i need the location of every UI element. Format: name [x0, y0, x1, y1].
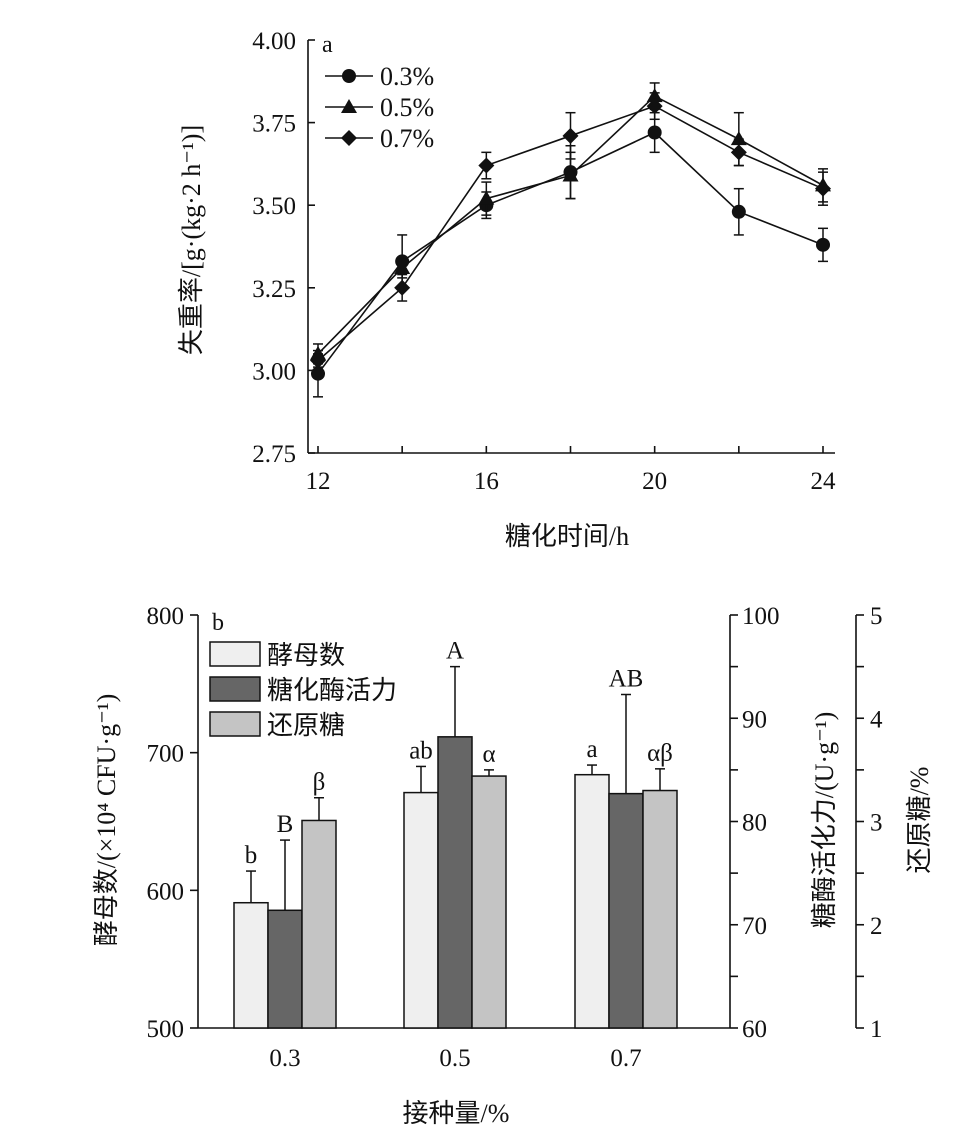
right2-tick-label: 3 — [870, 810, 883, 837]
right-tick-label: 90 — [742, 706, 767, 733]
chart-b-x-axis-label: 接种量/% — [403, 1099, 510, 1128]
chart-b-panel-label: b — [212, 610, 224, 636]
right-tick-label: 100 — [742, 603, 780, 630]
right-tick-label: 70 — [742, 913, 767, 940]
chart-b-right2-axis-label: 还原糖/% — [905, 767, 934, 874]
legend-swatch — [209, 711, 261, 737]
x-tick-label: 20 — [642, 468, 667, 495]
data-point — [730, 131, 747, 146]
legend-label: 0.7% — [380, 124, 434, 153]
y-tick-label: 2.75 — [252, 441, 296, 468]
legend-label: 0.5% — [380, 93, 434, 122]
legend-label: 糖化酶活力 — [267, 676, 397, 705]
bar-糖化酶活力-0.3 — [267, 909, 303, 1029]
x-tick-label: 24 — [811, 468, 837, 495]
chart-b-right-axis-label: 糖酶活化力/(U·g⁻¹) — [810, 712, 839, 929]
right2-tick-label: 1 — [870, 1016, 883, 1043]
significance-letter: b — [245, 842, 258, 869]
right2-tick-label: 5 — [870, 603, 883, 630]
data-point — [730, 144, 747, 161]
x-tick-label: 16 — [474, 468, 499, 495]
y-tick-label: 3.25 — [252, 276, 296, 303]
significance-letter: ab — [409, 737, 433, 764]
legend-label: 还原糖 — [267, 711, 345, 740]
bar-还原糖-0.3 — [301, 819, 337, 1029]
chart-a-x-axis-label: 糖化时间/h — [505, 522, 629, 551]
x-tick-label: 0.3 — [269, 1045, 300, 1072]
data-point — [731, 204, 746, 219]
bar-糖化酶活力-0.7 — [608, 792, 644, 1029]
significance-letter: AB — [609, 666, 644, 693]
legend-swatch — [209, 641, 261, 667]
significance-letter: a — [586, 736, 597, 763]
bar-酵母数-0.5 — [403, 791, 439, 1029]
data-point — [311, 366, 325, 381]
legend-swatch — [209, 676, 261, 702]
legend-marker — [341, 130, 357, 146]
legend-marker — [341, 99, 357, 113]
y-tick-label: 3.75 — [252, 111, 296, 138]
left-tick-label: 700 — [147, 741, 185, 768]
right2-tick-label: 2 — [870, 913, 883, 940]
data-point — [478, 157, 495, 174]
x-tick-label: 0.7 — [610, 1045, 641, 1072]
chart-a-y-axis-label: 失重率/[g·(kg·2 h⁻¹)] — [177, 125, 206, 355]
right2-tick-label: 4 — [870, 706, 883, 733]
data-point — [646, 98, 663, 115]
data-point — [815, 180, 831, 197]
y-tick-label: 3.50 — [252, 193, 296, 220]
data-point — [478, 190, 495, 205]
bar-酵母数-0.3 — [233, 901, 269, 1029]
legend-label: 酵母数 — [267, 641, 345, 670]
x-tick-label: 12 — [306, 468, 331, 495]
chart-a-panel-label: a — [322, 32, 333, 58]
right-tick-label: 60 — [742, 1016, 767, 1043]
legend-marker — [342, 69, 356, 83]
data-point — [310, 352, 326, 369]
data-point — [816, 237, 830, 252]
chart-a: 2.75 3.00 3.25 3.50 3.75 4.00 12 16 20 24 0.3%0.5%… — [252, 28, 836, 495]
significance-letter: A — [446, 638, 464, 665]
data-point — [394, 259, 411, 274]
right-tick-label: 80 — [742, 810, 767, 837]
significance-letter: αβ — [647, 740, 673, 767]
y-tick-label: 3.00 — [252, 358, 296, 385]
data-point — [562, 127, 579, 144]
x-tick-label: 0.5 — [439, 1045, 470, 1072]
legend-label: 0.3% — [380, 62, 434, 91]
significance-letter: β — [313, 769, 326, 796]
data-point — [394, 279, 411, 296]
chart-b-left-axis-label: 酵母数/(×10⁴ CFU·g⁻¹) — [92, 694, 121, 947]
left-tick-label: 600 — [147, 878, 185, 905]
bar-糖化酶活力-0.5 — [437, 736, 473, 1029]
left-tick-label: 500 — [147, 1016, 185, 1043]
significance-letter: α — [482, 741, 495, 768]
bar-还原糖-0.7 — [642, 789, 678, 1029]
bar-酵母数-0.7 — [574, 773, 610, 1029]
y-tick-label: 4.00 — [252, 28, 296, 55]
data-point — [562, 167, 579, 182]
bar-还原糖-0.5 — [471, 775, 507, 1029]
left-tick-label: 800 — [147, 603, 185, 630]
significance-letter: B — [277, 811, 294, 838]
data-point — [647, 125, 662, 140]
